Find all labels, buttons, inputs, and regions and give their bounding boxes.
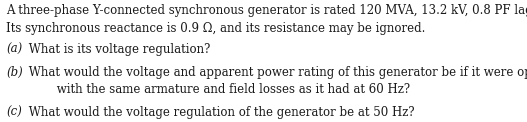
Text: (a): (a) xyxy=(6,43,23,56)
Text: What would the voltage and apparent power rating of this generator be if it were: What would the voltage and apparent powe… xyxy=(25,66,527,79)
Text: with the same armature and field losses as it had at 60 Hz?: with the same armature and field losses … xyxy=(38,83,411,96)
Text: What would the voltage regulation of the generator be at 50 Hz?: What would the voltage regulation of the… xyxy=(25,106,415,119)
Text: (c): (c) xyxy=(6,106,22,119)
Text: What is its voltage regulation?: What is its voltage regulation? xyxy=(25,43,211,56)
Text: A three-phase Y-connected synchronous generator is rated 120 MVA, 13.2 kV, 0.8 P: A three-phase Y-connected synchronous ge… xyxy=(6,4,527,17)
Text: Its synchronous reactance is 0.9 Ω, and its resistance may be ignored.: Its synchronous reactance is 0.9 Ω, and … xyxy=(6,22,426,35)
Text: (b): (b) xyxy=(6,66,23,79)
